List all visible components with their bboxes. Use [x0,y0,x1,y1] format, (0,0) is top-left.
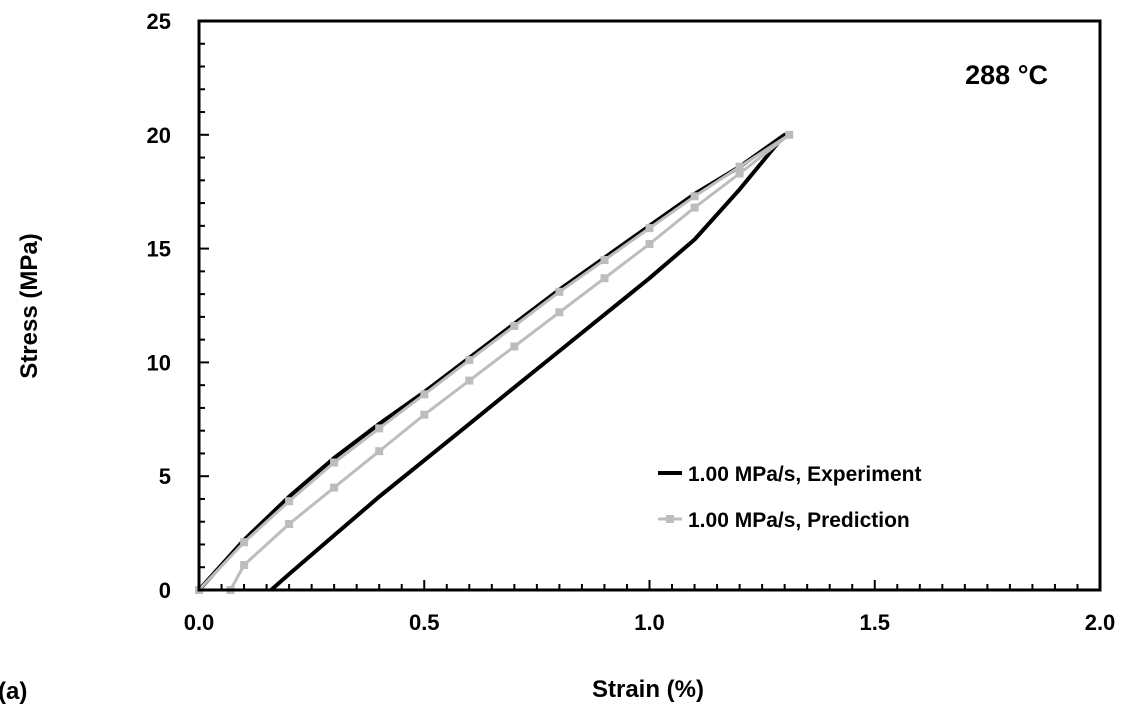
data-point [785,130,794,139]
data-point [510,322,519,330]
legend-label-2: 1.00 MPa/s, Prediction [688,509,910,532]
data-point [735,162,744,171]
data-point [465,376,474,385]
x-tick-label: 2.0 [1085,610,1116,635]
x-tick-label: 0.5 [409,610,440,635]
data-point [420,410,429,419]
data-point [690,203,699,212]
y-tick-label: 15 [147,237,171,262]
y-tick-label: 5 [159,464,171,489]
data-point [330,458,339,467]
legend-label-1: 1.00 MPa/s, Experiment [688,463,921,486]
legend: 1.00 MPa/s, Experiment 1.00 MPa/s, Predic… [658,463,921,532]
data-point [735,169,744,178]
x-tick-label: 0.0 [184,610,215,635]
data-point [375,447,384,456]
data-point [240,538,249,547]
data-point [240,561,249,569]
data-point [285,520,294,528]
data-point [375,424,384,433]
plot-frame [197,19,1102,592]
data-point [645,240,654,248]
data-point [600,256,609,264]
data-point [420,390,429,399]
data-point [555,287,564,296]
axes-layer: 0.0 0.5 1.0 1.5 2.0 0 5 10 15 20 25 [147,9,1116,635]
data-point [690,192,699,201]
y-tick-label: 20 [147,123,171,148]
data-point [285,497,294,506]
legend-marker-2 [666,515,674,523]
data-point [510,342,519,351]
y-tick-label: 10 [147,350,171,375]
x-tick-label: 1.5 [859,610,890,635]
y-tick-label: 0 [159,578,171,603]
data-point [645,224,654,233]
x-axis-title: Strain (%) [592,676,704,703]
data-point [555,308,564,317]
marks-layer [195,130,794,594]
panel-label: (a) [0,678,27,705]
y-tick-label: 25 [147,9,171,34]
x-tick-label: 1.0 [634,610,665,635]
data-point [330,483,339,492]
series-line-1 [197,132,787,592]
data-point [600,274,609,283]
temperature-annotation: 288 °C [965,60,1048,90]
y-axis-title: Stress (MPa) [16,233,43,378]
data-point [465,356,474,365]
